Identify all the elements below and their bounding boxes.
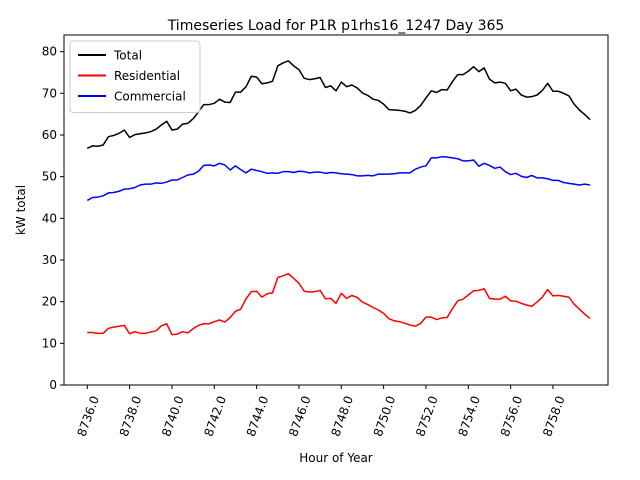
legend: Total Residential Commercial <box>69 40 201 113</box>
y-axis-label: kW total <box>14 185 28 235</box>
x-tick-label: 8752.0 <box>413 394 441 438</box>
x-tick-label: 8742.0 <box>201 394 229 438</box>
legend-box <box>69 40 201 113</box>
y-tick-label: 0 <box>49 378 57 392</box>
y-axis: 0 10 20 30 40 50 60 70 80 <box>42 45 64 392</box>
x-tick-label: 8750.0 <box>371 394 399 438</box>
x-axis: 8736.0 8738.0 8740.0 8742.0 8744.0 8746.0 8748… <box>74 385 568 438</box>
x-axis-label: Hour of Year <box>299 451 373 465</box>
y-tick-label: 20 <box>42 295 57 309</box>
y-tick-label: 60 <box>42 128 57 142</box>
y-tick-label: 50 <box>42 170 57 184</box>
x-tick-label: 8758.0 <box>540 394 568 438</box>
series-line-residential <box>87 273 591 336</box>
x-tick-label: 8748.0 <box>328 394 356 438</box>
chart-title: Timeseries Load for P1R p1rhs16_1247 Day… <box>167 18 505 34</box>
legend-label-residential: Residential <box>114 69 180 83</box>
x-tick-label: 8746.0 <box>286 394 314 438</box>
y-tick-label: 80 <box>42 45 57 59</box>
x-tick-label: 8740.0 <box>159 394 187 438</box>
series-line-total <box>86 60 591 150</box>
plot-frame <box>63 34 609 386</box>
x-tick-label: 8756.0 <box>498 394 526 438</box>
y-tick-label: 10 <box>42 336 57 350</box>
x-tick-label: 8738.0 <box>117 394 145 438</box>
series-line-commercial <box>86 155 591 202</box>
y-tick-label: 30 <box>42 253 57 267</box>
x-tick-label: 8744.0 <box>244 394 272 438</box>
x-tick-label: 8736.0 <box>74 394 102 438</box>
y-tick-label: 40 <box>42 211 57 225</box>
legend-label-commercial: Commercial <box>114 90 186 104</box>
legend-label-total: Total <box>113 49 142 63</box>
x-tick-label: 8754.0 <box>455 394 483 438</box>
y-tick-label: 70 <box>42 86 57 100</box>
series-layer <box>86 60 591 336</box>
